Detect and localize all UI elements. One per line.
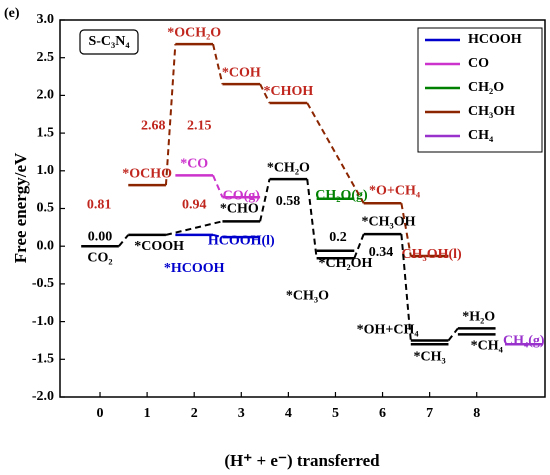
- state-label: *COH: [222, 65, 261, 80]
- y-tick-label: 3.0: [37, 12, 55, 27]
- connector: [400, 234, 412, 341]
- y-axis-label: Free energy/eV: [11, 152, 30, 263]
- connector: [306, 102, 365, 204]
- x-tick-label: 3: [238, 406, 245, 421]
- x-tick-label: 4: [285, 406, 292, 421]
- state-label: *CH₄: [471, 339, 504, 354]
- value-label: 0.00: [88, 229, 113, 244]
- barrier-label: 0.34: [369, 245, 394, 260]
- value-label: 2.68: [141, 118, 166, 133]
- chart-title: S-C₃N₄: [88, 34, 130, 49]
- state-label: *CHO: [220, 202, 259, 217]
- state-label: *O+CH₄: [369, 183, 421, 198]
- connector: [212, 233, 223, 239]
- value-label: 2.15: [187, 118, 212, 133]
- x-tick-label: 8: [473, 406, 480, 421]
- title-box: [79, 29, 139, 55]
- y-tick-label: 0.0: [37, 238, 55, 253]
- x-tick-label: 7: [426, 406, 433, 421]
- legend-label: CH₄: [468, 128, 494, 143]
- connector: [259, 83, 271, 104]
- state-label: *CH₃O: [286, 288, 329, 303]
- y-tick-label: 2.5: [37, 50, 55, 65]
- connector: [353, 233, 365, 259]
- state-label: *CO: [180, 157, 208, 172]
- state-label: *OCH₂O: [167, 25, 221, 40]
- y-tick-label: 1.0: [37, 163, 55, 178]
- state-label: *COOH: [134, 239, 184, 254]
- state-label: *H₂O: [462, 310, 495, 325]
- barrier-label: 0.2: [329, 230, 347, 245]
- y-tick-label: -2.0: [32, 389, 54, 404]
- state-label: *OCHO: [122, 166, 172, 181]
- state-label: CO(g): [223, 188, 261, 203]
- state-label: *OH+CH₄: [357, 323, 420, 338]
- x-tick-label: 2: [191, 406, 198, 421]
- value-label: 0.94: [182, 198, 207, 213]
- connector: [306, 178, 318, 259]
- x-axis-label: (H⁺ + e⁻) transferred: [224, 451, 380, 470]
- y-tick-label: 0.5: [37, 201, 55, 216]
- state-label: CH₄(g): [503, 333, 545, 348]
- barrier-label: 0.58: [276, 194, 301, 209]
- x-tick-label: 0: [97, 406, 104, 421]
- state-label: *CHOH: [263, 84, 313, 99]
- y-tick-label: 1.5: [37, 125, 55, 140]
- state-label: CO₂: [87, 250, 112, 265]
- value-label: 0.81: [87, 197, 112, 212]
- state-label: *HCOOH: [164, 261, 225, 276]
- y-tick-label: 2.0: [37, 88, 55, 103]
- x-tick-label: 5: [332, 406, 339, 421]
- state-label: HCOOH(l): [208, 233, 275, 248]
- y-tick-label: -1.5: [32, 352, 54, 367]
- connector: [400, 203, 412, 257]
- connector: [118, 234, 130, 247]
- legend-box: [417, 27, 543, 153]
- legend-label: CH₃OH: [468, 104, 515, 119]
- x-tick-label: 6: [379, 406, 386, 421]
- connector: [447, 327, 459, 342]
- legend-label: HCOOH: [468, 32, 522, 47]
- state-label: *CH₃: [414, 349, 446, 364]
- connector: [164, 44, 177, 186]
- state-label: CH₂O(g): [315, 188, 368, 203]
- state-label: *CH₃OH: [362, 214, 416, 229]
- legend-label: CH₂O: [468, 80, 504, 95]
- legend-label: CO: [468, 56, 489, 71]
- y-tick-label: -0.5: [32, 276, 54, 291]
- panel-label: (e): [4, 6, 20, 21]
- connector: [212, 43, 224, 85]
- state-label: *CH₂O: [267, 160, 310, 175]
- state-label: *CH₂OH: [318, 256, 372, 271]
- state-label: CH₃OH(l): [402, 247, 463, 262]
- x-tick-label: 1: [144, 406, 151, 421]
- connector: [259, 178, 271, 222]
- y-tick-label: -1.0: [32, 314, 54, 329]
- connector: [212, 174, 224, 198]
